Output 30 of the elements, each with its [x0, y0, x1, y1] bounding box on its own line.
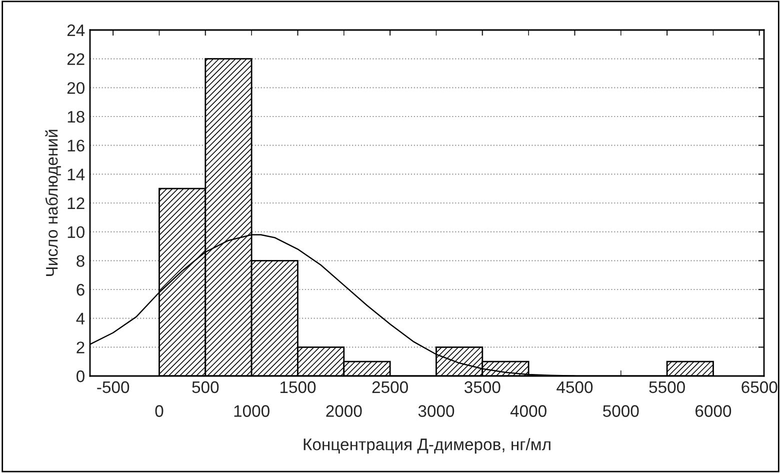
- y-axis-title: Число наблюдений: [45, 130, 61, 276]
- x-tick-label: 1500: [280, 381, 316, 394]
- x-tick-label: 3500: [464, 381, 500, 394]
- x-tick-label: 5500: [649, 381, 685, 394]
- x-tick-label: 6500: [742, 381, 778, 394]
- x-tick-label: 500: [192, 381, 219, 394]
- x2-tick-label: 2000: [326, 405, 362, 417]
- y-tick-label: 16: [68, 140, 84, 152]
- y-tick-label: 8: [76, 255, 84, 267]
- y-tick-label: 24: [67, 24, 85, 36]
- y-tick-label: 14: [68, 168, 85, 180]
- y-tick-label: 20: [67, 82, 84, 94]
- x-tick-label: 2500: [372, 381, 408, 394]
- x2-tick-label: 6000: [696, 405, 732, 417]
- x2-tick-label: 5000: [603, 405, 639, 417]
- y-tick-label: 22: [67, 53, 84, 65]
- x-tick-label: -500: [97, 381, 130, 394]
- y-tick-label: 4: [76, 312, 85, 324]
- x-axis-title: Концентрация Д-димеров, нг/мл: [304, 438, 550, 454]
- x2-tick-label: 0: [155, 405, 164, 417]
- y-tick-label: 0: [76, 370, 84, 382]
- x2-tick-label: 4000: [510, 405, 546, 417]
- y-tick-label: 18: [68, 110, 84, 123]
- y-tick-label: 10: [68, 226, 84, 238]
- y-tick-label: 12: [68, 197, 84, 210]
- x2-tick-label: 3000: [418, 405, 454, 417]
- y-tick-label: 2: [76, 342, 84, 354]
- y-tick-label: 6: [76, 284, 84, 296]
- x-tick-label: 4500: [556, 381, 593, 394]
- x2-tick-label: 1000: [234, 405, 270, 417]
